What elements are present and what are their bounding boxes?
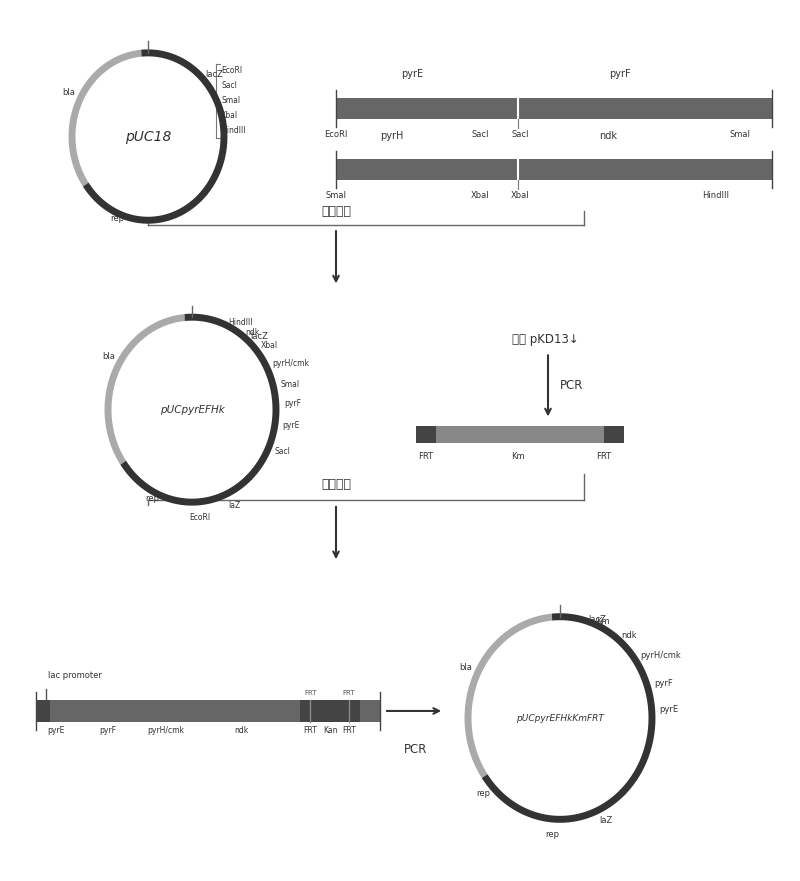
Text: ndk: ndk <box>621 631 636 640</box>
Bar <box>336 159 772 180</box>
Text: pyrH/cmk: pyrH/cmk <box>147 726 184 735</box>
Text: PCR: PCR <box>404 743 428 756</box>
Text: rep: rep <box>146 493 159 503</box>
Text: FRT: FRT <box>342 726 357 735</box>
Text: SmaI: SmaI <box>326 191 346 200</box>
Text: FRT: FRT <box>303 726 318 735</box>
Text: pyrE: pyrE <box>660 705 678 714</box>
Text: pyrE: pyrE <box>47 726 65 735</box>
Text: laZ: laZ <box>599 817 613 825</box>
Text: FRT: FRT <box>304 690 317 696</box>
Bar <box>36 700 380 722</box>
Text: rep: rep <box>477 788 490 798</box>
Text: rep: rep <box>545 830 559 839</box>
Text: Km: Km <box>510 452 525 461</box>
Text: HindIII: HindIII <box>229 318 254 327</box>
Text: lac promoter: lac promoter <box>48 671 102 680</box>
Text: bla: bla <box>102 352 115 361</box>
Text: pUCpyrEFHkKmFRT: pUCpyrEFHkKmFRT <box>516 714 604 722</box>
Text: PCR: PCR <box>560 380 583 392</box>
Text: pyrH/cmk: pyrH/cmk <box>273 359 310 368</box>
Text: pyrH: pyrH <box>380 131 404 141</box>
Text: XbaI: XbaI <box>510 191 530 200</box>
Text: pyrF: pyrF <box>609 70 631 79</box>
Text: pyrF: pyrF <box>99 726 117 735</box>
Text: HindIII: HindIII <box>702 191 730 200</box>
Text: lacZ: lacZ <box>589 615 606 625</box>
Text: rep: rep <box>110 214 124 223</box>
Text: pUCpyrEFHk: pUCpyrEFHk <box>160 404 224 415</box>
Text: laZ: laZ <box>228 501 240 510</box>
Text: XbaI: XbaI <box>470 191 490 200</box>
Text: bla: bla <box>62 88 75 97</box>
Text: EcoRI: EcoRI <box>324 130 348 138</box>
Text: ndk: ndk <box>234 726 249 735</box>
Text: SacI: SacI <box>222 81 237 91</box>
Text: XbaI: XbaI <box>222 111 238 121</box>
Text: SmaI: SmaI <box>222 96 240 106</box>
Text: FRT: FRT <box>596 452 610 461</box>
Text: pyrH/cmk: pyrH/cmk <box>641 651 682 660</box>
Text: lacZ: lacZ <box>206 70 223 79</box>
Text: pyrF: pyrF <box>284 399 301 408</box>
Text: HindIII: HindIII <box>222 126 246 136</box>
Text: pUC18: pUC18 <box>125 130 171 144</box>
Text: lacZ: lacZ <box>250 332 268 341</box>
Text: FRT: FRT <box>418 452 433 461</box>
Text: EcoRI: EcoRI <box>189 514 210 522</box>
Bar <box>416 426 436 443</box>
Bar <box>604 426 624 443</box>
Bar <box>36 700 50 722</box>
Text: EcoRI: EcoRI <box>222 66 242 76</box>
Text: 酶切酶连: 酶切酶连 <box>321 205 351 218</box>
Text: Km: Km <box>597 618 610 626</box>
Text: SacI: SacI <box>471 130 489 138</box>
Text: SacI: SacI <box>275 448 290 456</box>
Text: bla: bla <box>459 663 472 672</box>
Text: XbaI: XbaI <box>261 341 278 350</box>
Text: 质粒 pKD13↓: 质粒 pKD13↓ <box>512 333 578 345</box>
Text: 酶切酶连: 酶切酶连 <box>321 478 351 491</box>
Text: SmaI: SmaI <box>281 380 300 389</box>
Text: pyrE: pyrE <box>282 421 300 430</box>
Text: ndk: ndk <box>246 328 260 337</box>
Bar <box>300 700 360 722</box>
Text: Kan: Kan <box>323 726 338 735</box>
Text: pyrE: pyrE <box>401 70 423 79</box>
Text: SmaI: SmaI <box>730 130 750 138</box>
Bar <box>416 426 624 443</box>
Text: FRT: FRT <box>342 690 355 696</box>
Text: SacI: SacI <box>511 130 529 138</box>
Text: ndk: ndk <box>599 131 617 141</box>
Text: pyrF: pyrF <box>654 679 674 688</box>
Bar <box>336 98 772 119</box>
